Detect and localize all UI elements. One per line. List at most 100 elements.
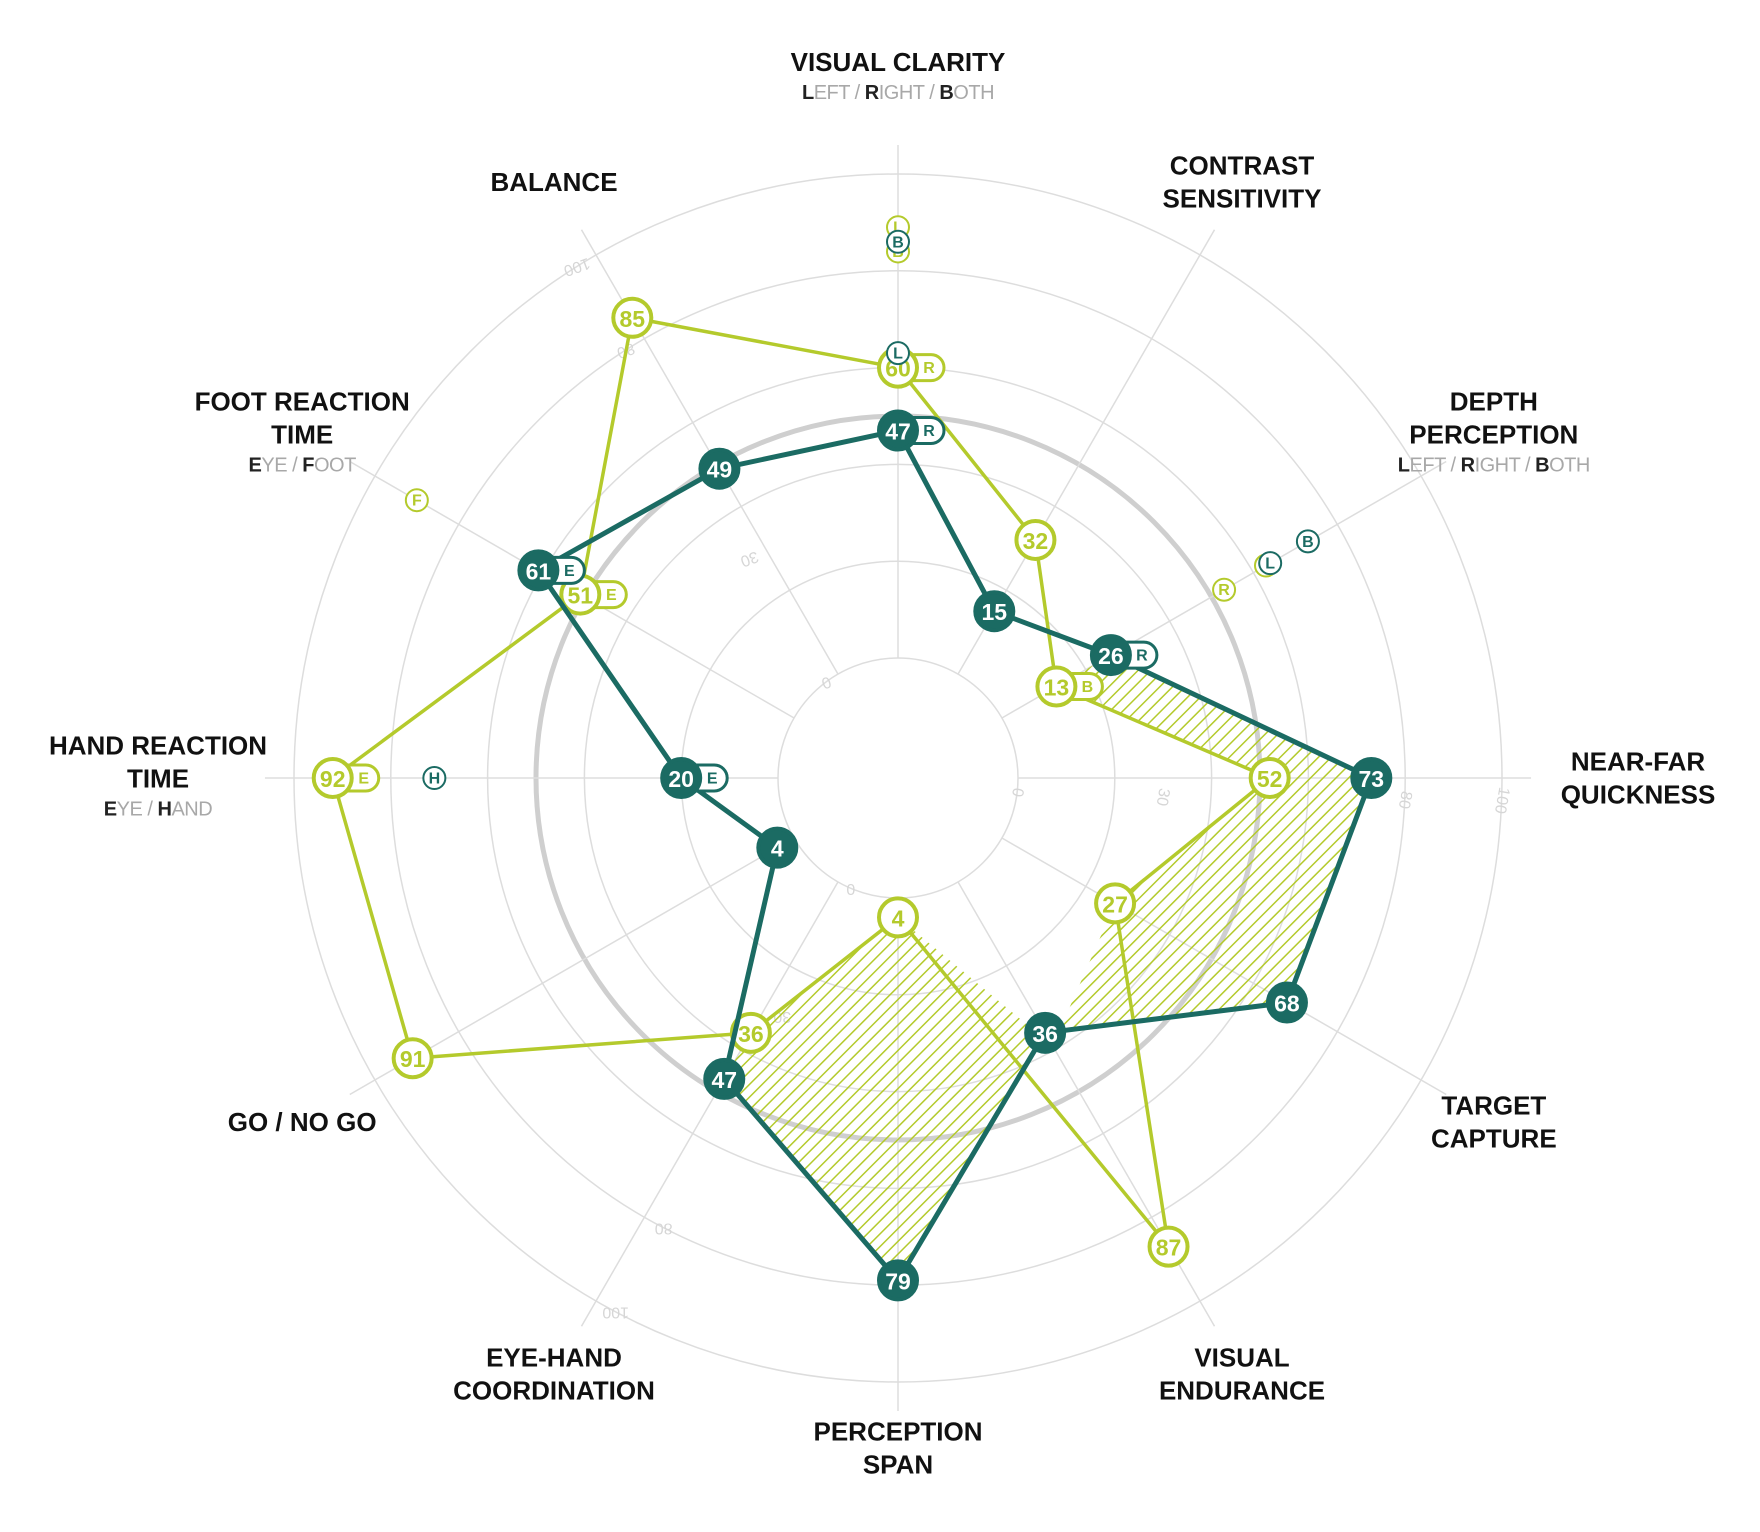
tick-label: 0	[819, 672, 833, 691]
axis-title-target-capture: TARGET	[1441, 1091, 1546, 1121]
data-label: 15	[982, 599, 1008, 625]
data-label: 91	[400, 1046, 426, 1072]
data-label: 61	[526, 558, 552, 584]
data-label: 85	[620, 306, 646, 332]
axis-title-near-far-quickness: NEAR-FAR	[1571, 747, 1706, 777]
tick-label: 80	[655, 1219, 673, 1236]
subtitle-rest: IGHT	[879, 82, 925, 104]
data-point	[729, 1011, 772, 1054]
data-label: 32	[1023, 528, 1049, 554]
subtitle-separator: /	[1445, 455, 1460, 477]
data-point	[1350, 757, 1393, 799]
subtitle-rest: OTH	[1549, 455, 1590, 477]
data-point	[611, 296, 654, 339]
data-label: 4	[892, 905, 905, 931]
tick-label: 0	[1008, 786, 1026, 798]
tag-label: B	[1082, 679, 1094, 696]
data-label: 27	[1102, 891, 1128, 917]
axis-title-visual-endurance: VISUAL	[1194, 1342, 1289, 1372]
axis-title-foot-reaction-time: FOOT REACTION	[195, 387, 410, 417]
axis-title-depth-perception: PERCEPTION	[1409, 420, 1578, 450]
extra-marker-label: H	[429, 771, 441, 788]
data-label: 51	[568, 583, 594, 609]
extra-marker	[422, 766, 447, 790]
subtitle-initial: H	[158, 799, 172, 821]
axis-title-target-capture: CAPTURE	[1431, 1124, 1557, 1154]
axis-title-perception-span: SPAN	[863, 1450, 933, 1480]
data-point	[877, 896, 919, 939]
data-point	[877, 409, 919, 452]
difference-hatch	[724, 655, 1372, 1281]
subtitle-initial: R	[1461, 455, 1476, 477]
subtitle-initial: B	[1535, 455, 1549, 477]
data-point	[1089, 634, 1132, 677]
series-light: LBRFR6032B1352278743691E92E5185	[311, 215, 1291, 1268]
subtitle-separator: /	[142, 799, 157, 821]
subtitle-initial: F	[302, 455, 314, 477]
subtitle-rest: AND	[171, 799, 212, 821]
axis-title-visual-endurance: ENDURANCE	[1159, 1375, 1325, 1405]
axis-title-near-far-quickness: QUICKNESS	[1561, 780, 1716, 810]
data-point	[660, 757, 703, 799]
extra-marker	[886, 229, 910, 254]
tag-label: E	[707, 771, 718, 788]
extra-marker-label: R	[1218, 582, 1230, 599]
tag-label: R	[923, 423, 935, 440]
data-label: 13	[1044, 675, 1070, 701]
tick-label: 100	[602, 1303, 629, 1320]
subtitle-rest: OTH	[953, 82, 994, 104]
data-point	[1035, 665, 1078, 708]
series-dark: B L L B H R 47 15 R 26 73 68 36 79 47 4 E 20 E 61 49	[422, 229, 1393, 1302]
data-point	[698, 447, 741, 490]
data-point	[391, 1037, 434, 1080]
data-point	[703, 1057, 746, 1100]
data-label: 68	[1274, 991, 1300, 1017]
subtitle-initial: B	[939, 82, 953, 104]
data-label: 47	[885, 419, 911, 445]
extra-marker	[886, 341, 910, 366]
extra-marker-label: F	[412, 493, 422, 510]
subtitle-rest: EFT	[1410, 455, 1447, 477]
axis-title-visual-clarity: VISUAL CLARITY	[791, 47, 1006, 77]
subtitle-separator: /	[287, 455, 302, 477]
subtitle-rest: EFT	[814, 82, 851, 104]
data-label: 20	[668, 766, 694, 792]
data-label: 49	[707, 457, 733, 483]
data-point	[1024, 1011, 1067, 1054]
data-point	[1265, 981, 1308, 1024]
subtitle-initial: E	[249, 455, 262, 477]
tick-label: 80	[1395, 790, 1415, 811]
tag-label: E	[564, 563, 575, 580]
data-point	[1014, 518, 1057, 561]
data-point	[756, 826, 799, 869]
axis-spoke	[580, 881, 839, 1327]
data-label: 52	[1257, 766, 1283, 792]
subtitle-initial: R	[865, 82, 880, 104]
extra-marker-label: B	[892, 234, 904, 251]
data-label: 87	[1156, 1235, 1182, 1261]
tag-label: R	[923, 360, 935, 377]
extra-marker	[1295, 529, 1320, 554]
extra-marker-label: L	[893, 220, 903, 237]
tag-label: E	[606, 587, 617, 604]
tick-label: 30	[738, 547, 761, 569]
tick-label: 100	[561, 254, 592, 279]
subtitle-initial: E	[104, 799, 117, 821]
axis-title-contrast-sensitivity: CONTRAST	[1170, 151, 1315, 181]
axis-subtitle-foot-reaction-time: EYE / FOOT	[249, 455, 357, 477]
axis-title-balance: BALANCE	[490, 167, 617, 197]
hatched-area	[724, 655, 1372, 1281]
data-label: 92	[320, 766, 346, 792]
data-label: 26	[1098, 643, 1124, 669]
grid-ring	[777, 657, 1019, 899]
axis-title-eye-hand-coordination: COORDINATION	[453, 1375, 655, 1405]
extra-marker-label: L	[893, 346, 903, 363]
subtitle-initial: L	[1398, 455, 1410, 477]
data-label: 36	[1032, 1021, 1058, 1047]
axis-title-depth-perception: DEPTH	[1450, 387, 1538, 417]
tick-label: 0	[846, 880, 855, 897]
axis-title-eye-hand-coordination: EYE-HAND	[486, 1342, 622, 1372]
data-point	[311, 757, 354, 799]
extra-marker	[1212, 577, 1237, 602]
